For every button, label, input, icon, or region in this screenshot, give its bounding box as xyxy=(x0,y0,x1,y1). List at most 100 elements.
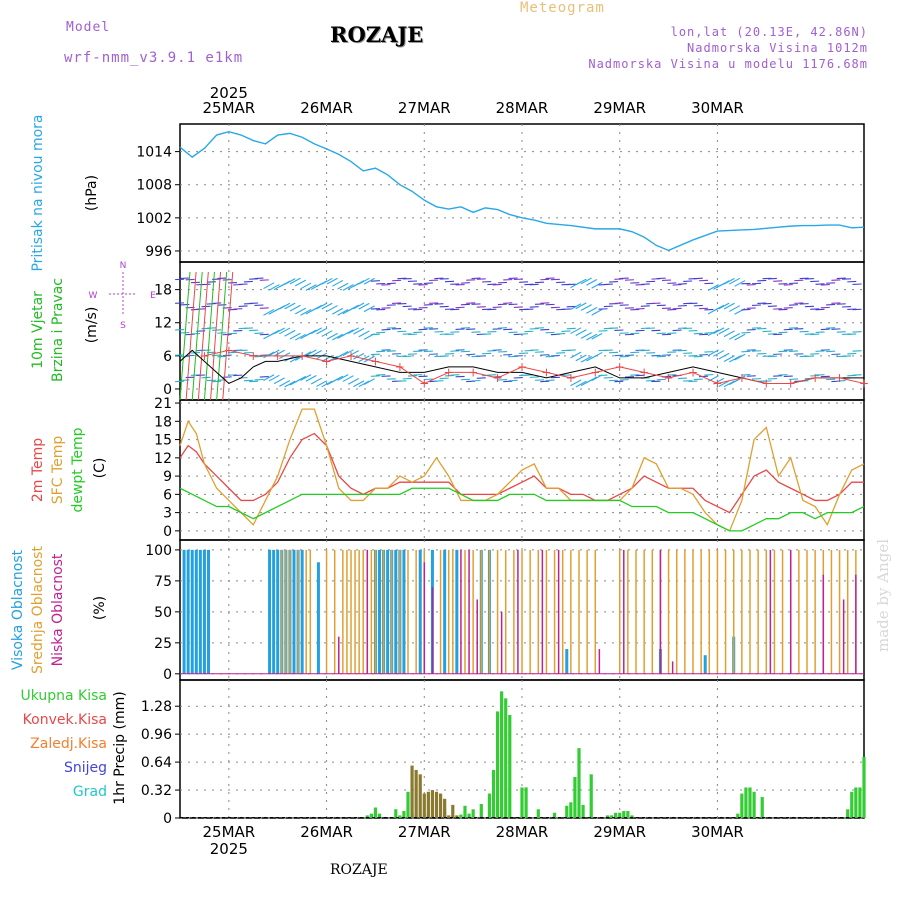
precip-bar-total xyxy=(626,811,630,818)
pressure-ylabel: Pritisak na nivou mora xyxy=(30,114,46,271)
wind-barb xyxy=(263,282,275,290)
precip-bar-total xyxy=(398,815,402,818)
precip-bar-total xyxy=(740,793,744,818)
wind-barb xyxy=(591,281,603,289)
bottom-year-label: 2025 xyxy=(210,840,248,858)
model-label: Model xyxy=(66,20,111,35)
precip-bar-total xyxy=(752,791,756,818)
wind-barb xyxy=(718,380,730,388)
cloud-ylabel2-text: Srednja Oblacnost xyxy=(30,546,46,674)
precip-legend-item: Konvek.Kisa xyxy=(23,712,107,728)
precip-bar-total xyxy=(569,802,573,818)
wind-gust-marker: + xyxy=(712,376,722,390)
bottom-date-label: 29MAR xyxy=(593,823,646,841)
precip-bar-conv xyxy=(430,790,435,818)
precip-bar-total xyxy=(581,804,585,818)
compass-w: W xyxy=(89,291,98,301)
wind-barb xyxy=(289,304,301,312)
wind-barb xyxy=(316,380,328,387)
wind-ytick-label: 12 xyxy=(154,316,172,332)
top-date-label: 29MAR xyxy=(593,99,646,117)
wind-gust-marker: + xyxy=(688,365,698,379)
wind-barb xyxy=(342,284,354,291)
temp-ylabel3: dewpt Temp xyxy=(70,427,86,512)
temp-unit-text: (C) xyxy=(92,458,108,479)
station-title: ROZAJE xyxy=(330,22,424,47)
wind-barb xyxy=(284,380,296,388)
precip-bar-conv xyxy=(414,769,418,818)
precip-bar-conv xyxy=(422,793,426,818)
wind-barb xyxy=(575,278,587,286)
chart-kind-label: Meteogram xyxy=(520,0,605,16)
wind-barb xyxy=(347,327,359,335)
wind-barb xyxy=(310,349,322,357)
wind-barb xyxy=(279,302,291,310)
coords-label: lon,lat (20.13E, 42.86N) xyxy=(670,25,868,39)
precip-bar-total xyxy=(524,787,528,818)
precip-bar-total xyxy=(479,804,483,818)
wind-barb xyxy=(591,332,603,340)
temp-ylabel2-text: SFC Temp xyxy=(50,436,66,505)
wind-barb xyxy=(337,282,349,290)
wind-gust-marker: + xyxy=(639,365,649,379)
precip-bar-total xyxy=(846,809,850,818)
precip-bar-total xyxy=(577,748,581,818)
wind-barb xyxy=(586,307,598,314)
wind-barb xyxy=(332,375,344,383)
top-date-label: 25MAR xyxy=(202,99,255,117)
precip-bar-total xyxy=(536,809,540,818)
precip-bar-total xyxy=(589,774,593,818)
wind-ylabel2-text: Brzina i Pravac xyxy=(50,278,66,382)
wind-barb xyxy=(586,333,598,341)
precip-bar-total xyxy=(609,815,614,818)
wind-barb xyxy=(734,353,746,361)
precip-bar-total xyxy=(377,813,382,818)
wind-barb xyxy=(586,376,598,384)
precip-bar-total xyxy=(630,815,634,818)
wind-barb xyxy=(191,271,203,401)
precip-bar-total xyxy=(487,793,492,818)
wind-barb xyxy=(326,277,338,285)
wind-gust-marker: + xyxy=(468,365,478,379)
pressure-ytick-label: 1008 xyxy=(136,178,172,194)
precip-bar-total xyxy=(508,714,512,818)
wind-barb xyxy=(347,304,359,312)
precip-bar-total xyxy=(394,809,398,818)
precip-bar-total xyxy=(504,698,508,818)
wind-barb xyxy=(263,308,275,316)
wind-barb xyxy=(723,355,735,363)
wind-barb xyxy=(723,302,735,310)
precip-bar-total xyxy=(618,812,622,818)
wind-barb xyxy=(273,349,285,357)
wind-barb xyxy=(723,277,735,285)
pressure-ytick-label: 1002 xyxy=(136,211,172,227)
precip-bar-total xyxy=(565,805,569,818)
precip-bar-total xyxy=(520,787,524,818)
bottom-date-label: 26MAR xyxy=(300,823,353,841)
wind-barb xyxy=(729,333,741,340)
bottom-date-label: 30MAR xyxy=(691,823,744,841)
wind-barb xyxy=(185,271,197,401)
bottom-date-label: 28MAR xyxy=(496,823,549,841)
precip-bar-total xyxy=(862,756,866,818)
wind-barb xyxy=(295,333,307,341)
precip-bar-conv xyxy=(447,815,451,818)
wind-barb xyxy=(729,355,741,363)
top-date-label: 30MAR xyxy=(691,99,744,117)
wind-gust-marker: + xyxy=(419,376,429,390)
wind-barb xyxy=(347,350,359,357)
temp-ylabel3-text: dewpt Temp xyxy=(70,427,86,512)
temp-ylabel-text: 2m Temp xyxy=(30,438,46,502)
wind-barb xyxy=(591,351,603,359)
precip-bar-total xyxy=(552,812,557,818)
wind-barb xyxy=(707,329,719,337)
wind-barb xyxy=(216,271,228,401)
model-elevation-label: Nadmorska Visina u modelu 1176.68m xyxy=(588,57,868,71)
wind-barb xyxy=(575,354,587,362)
precip-bar-conv xyxy=(410,765,414,818)
compass-s: S xyxy=(120,321,126,331)
precip-bar-total xyxy=(365,815,369,818)
wind-barb xyxy=(363,355,375,363)
wind-barb xyxy=(268,284,280,291)
wind-barb xyxy=(197,271,209,401)
